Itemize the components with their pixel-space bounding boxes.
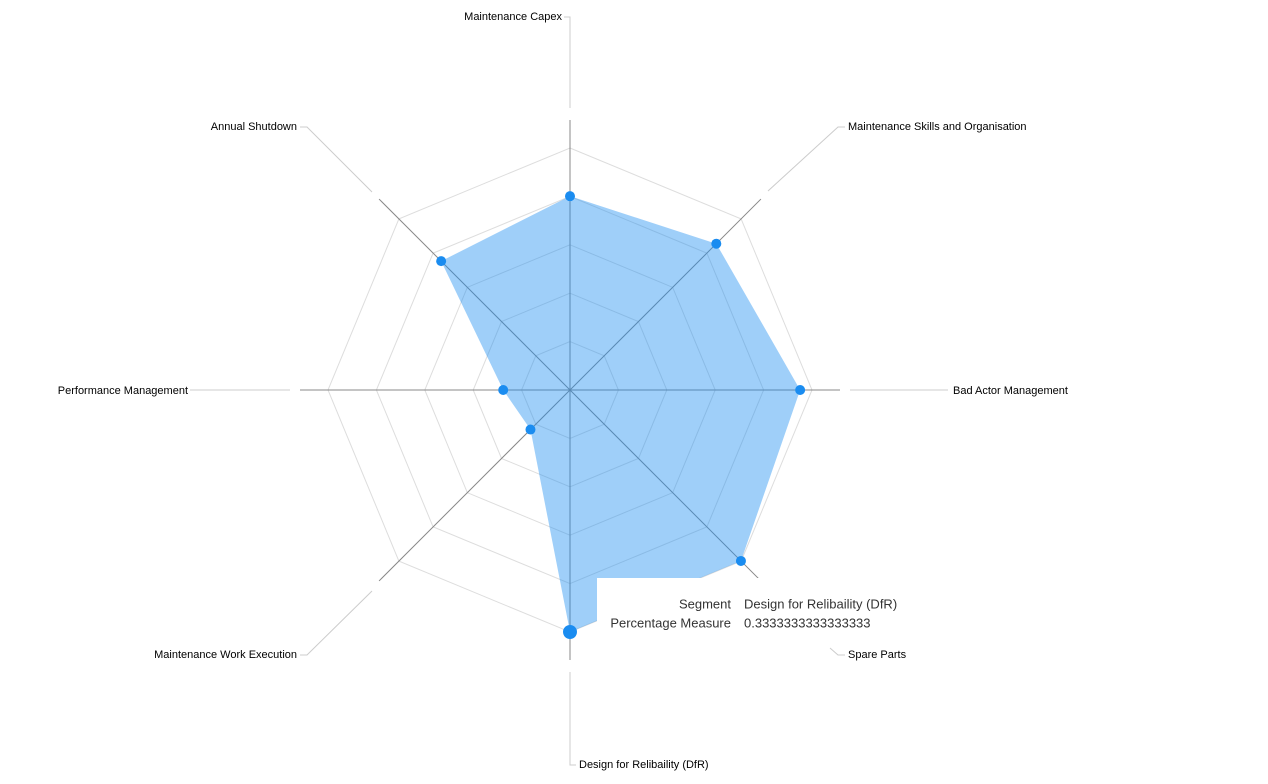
tooltip-value: Design for Relibaility (DfR) (744, 596, 897, 611)
axis-label: Annual Shutdown (211, 121, 297, 133)
axis-line (569, 198, 762, 391)
marks (436, 191, 806, 639)
leader-line (569, 672, 576, 766)
data-point (436, 256, 447, 267)
leader-line (300, 126, 373, 193)
axis-label: Spare Parts (848, 649, 907, 661)
data-point (563, 625, 577, 639)
leader-line (300, 590, 373, 656)
axes: Maintenance Capex Maintenance Skills and … (58, 11, 1068, 771)
axis-line (378, 389, 571, 582)
axis-label: Bad Actor Management (953, 385, 1068, 397)
tooltip: Segment Design for Relibaility (DfR) Per… (597, 578, 909, 634)
data-point (565, 191, 575, 202)
axis-label: Performance Management (58, 385, 188, 397)
data-point (525, 424, 536, 435)
axis-line (569, 389, 762, 582)
axis-label: Maintenance Capex (464, 11, 562, 23)
axis-label: Maintenance Skills and Organisation (848, 121, 1027, 133)
leader-line (767, 126, 845, 192)
radar-area (441, 196, 801, 632)
axis-label: Maintenance Work Execution (154, 649, 297, 661)
data-point (711, 238, 722, 249)
leader-line (564, 16, 571, 108)
data-point (795, 385, 806, 395)
tooltip-label: Percentage Measure (610, 615, 731, 630)
tooltip-label: Segment (679, 596, 731, 611)
data-point (498, 385, 509, 395)
axis-line (378, 198, 571, 391)
data-point (735, 555, 746, 566)
leader-line (829, 647, 845, 656)
tooltip-box (597, 578, 909, 634)
axis-label: Design for Relibaility (DfR) (579, 759, 709, 771)
tooltip-value: 0.3333333333333333 (744, 615, 871, 630)
